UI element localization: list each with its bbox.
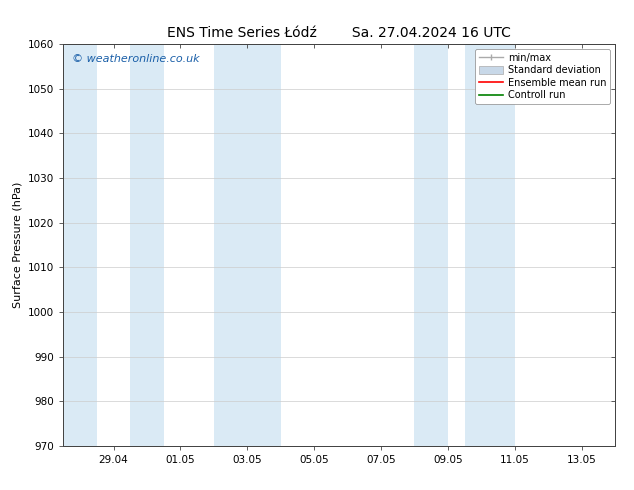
Bar xyxy=(415,44,448,446)
Text: © weatheronline.co.uk: © weatheronline.co.uk xyxy=(72,54,199,64)
Bar xyxy=(63,44,97,446)
Y-axis label: Surface Pressure (hPa): Surface Pressure (hPa) xyxy=(13,182,23,308)
Bar xyxy=(465,44,515,446)
Title: ENS Time Series Łódź        Sa. 27.04.2024 16 UTC: ENS Time Series Łódź Sa. 27.04.2024 16 U… xyxy=(167,26,511,40)
Bar xyxy=(130,44,164,446)
Bar xyxy=(214,44,281,446)
Legend: min/max, Standard deviation, Ensemble mean run, Controll run: min/max, Standard deviation, Ensemble me… xyxy=(475,49,610,104)
